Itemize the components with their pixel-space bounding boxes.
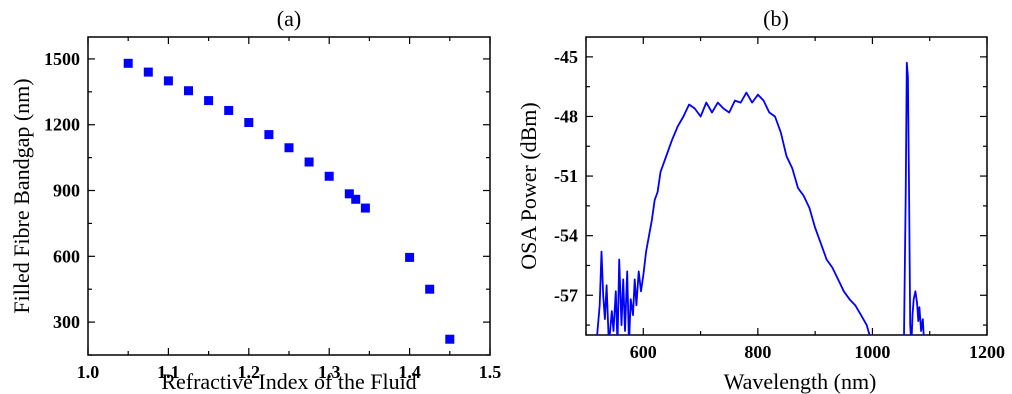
data-point: [244, 118, 254, 128]
panel-b-spectrum: [596, 61, 925, 335]
data-point: [445, 334, 455, 344]
data-point: [351, 194, 361, 204]
data-point: [184, 86, 193, 96]
y-tick-label: 600: [53, 246, 80, 266]
y-tick-label: 300: [53, 312, 80, 332]
y-tick-label: 1200: [44, 115, 80, 135]
y-tick-label: 1500: [44, 49, 80, 69]
panel-a-tick-labels: 1.0 1.1 1.2 1.3 1.4 1.5 300 600 900 1200 1500: [44, 49, 501, 382]
x-tick-label: 1.3: [318, 362, 341, 382]
data-point: [284, 143, 294, 153]
data-point: [304, 157, 314, 167]
y-tick-label: -57: [554, 285, 578, 305]
x-tick-label: 1200: [969, 342, 1005, 362]
series-line: [596, 61, 925, 335]
panel-a-y-axis-title: Filled Fibre Bandgap (nm): [9, 78, 34, 313]
x-tick-label: 1.5: [479, 362, 502, 382]
y-tick-label: -54: [554, 226, 578, 246]
data-point: [425, 284, 435, 294]
data-point: [224, 105, 234, 115]
x-tick-label: 600: [630, 342, 657, 362]
panel-a-data-points: [123, 58, 455, 344]
x-tick-label: 1.0: [77, 362, 100, 382]
panel-b-ticks: [585, 37, 988, 335]
panel-b-plot-frame: [585, 36, 988, 336]
x-tick-label: 1.2: [238, 362, 261, 382]
data-point: [123, 58, 133, 68]
data-point: [163, 76, 173, 86]
data-point: [143, 67, 153, 77]
data-point: [405, 252, 415, 262]
panel-b-label: (b): [763, 6, 789, 31]
data-point: [344, 189, 354, 199]
y-tick-label: -51: [554, 166, 578, 186]
chart-panel-b: (b) 600 800 1000 1200 -45 -48 -51 -54 -57 Wavele…: [516, 6, 1005, 394]
y-tick-label: -45: [554, 47, 578, 67]
panel-b-x-axis-title: Wavelength (nm): [724, 369, 877, 394]
x-tick-label: 1.4: [398, 362, 421, 382]
y-tick-label: -48: [554, 106, 578, 126]
data-point: [360, 203, 370, 213]
x-tick-label: 1000: [854, 342, 890, 362]
x-tick-label: 800: [744, 342, 771, 362]
panel-a-x-axis-title: Refractive Index of the Fluid: [161, 369, 416, 394]
panel-b-tick-labels: 600 800 1000 1200 -45 -48 -51 -54 -57: [554, 47, 1005, 362]
data-point: [264, 130, 274, 140]
panel-b-y-axis-title: OSA Power (dBm): [516, 102, 541, 269]
data-point: [204, 96, 214, 106]
panel-a-ticks: [87, 37, 491, 356]
x-tick-label: 1.1: [157, 362, 180, 382]
y-tick-label: 900: [53, 181, 80, 201]
chart-panel-a: (a) 1.0 1.1 1.2 1.3 1.4 1.530060090012001500 …: [9, 6, 501, 394]
panel-a-plot-frame: [87, 36, 491, 356]
data-point: [324, 171, 334, 181]
panel-a-label: (a): [277, 6, 301, 31]
